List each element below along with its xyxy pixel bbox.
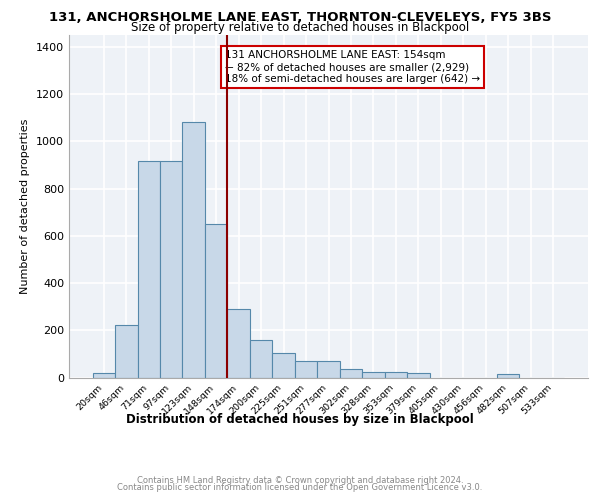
Text: Size of property relative to detached houses in Blackpool: Size of property relative to detached ho…: [131, 21, 469, 34]
Bar: [362, 372, 385, 378]
Bar: [92, 373, 115, 378]
Bar: [250, 340, 272, 378]
Bar: [407, 373, 430, 378]
Text: Contains public sector information licensed under the Open Government Licence v3: Contains public sector information licen…: [118, 483, 482, 492]
Bar: [115, 325, 137, 378]
Bar: [160, 162, 182, 378]
Bar: [385, 372, 407, 378]
Text: Distribution of detached houses by size in Blackpool: Distribution of detached houses by size …: [126, 412, 474, 426]
Bar: [272, 352, 295, 378]
Bar: [227, 309, 250, 378]
Text: 131, ANCHORSHOLME LANE EAST, THORNTON-CLEVELEYS, FY5 3BS: 131, ANCHORSHOLME LANE EAST, THORNTON-CL…: [49, 11, 551, 24]
Text: Contains HM Land Registry data © Crown copyright and database right 2024.: Contains HM Land Registry data © Crown c…: [137, 476, 463, 485]
Bar: [497, 374, 520, 378]
Bar: [182, 122, 205, 378]
Bar: [317, 361, 340, 378]
Text: 131 ANCHORSHOLME LANE EAST: 154sqm
← 82% of detached houses are smaller (2,929)
: 131 ANCHORSHOLME LANE EAST: 154sqm ← 82%…: [224, 50, 480, 84]
Bar: [205, 224, 227, 378]
Bar: [295, 361, 317, 378]
Bar: [340, 368, 362, 378]
Y-axis label: Number of detached properties: Number of detached properties: [20, 118, 31, 294]
Bar: [137, 162, 160, 378]
